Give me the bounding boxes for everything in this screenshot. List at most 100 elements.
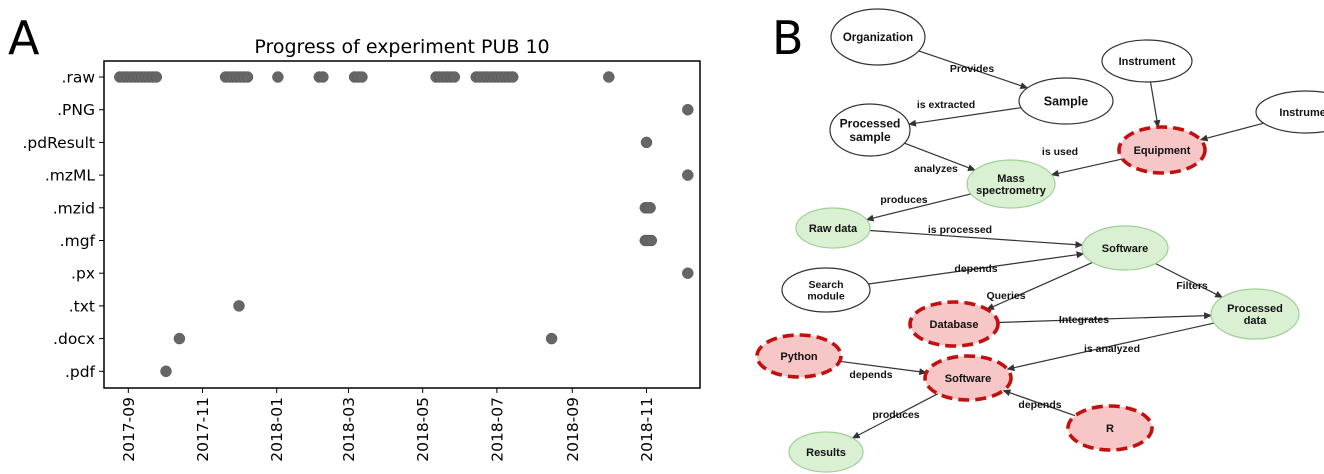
node-shape xyxy=(1210,288,1300,340)
data-point-pdresult xyxy=(640,136,653,149)
y-tick-label: .mgf xyxy=(60,232,96,250)
data-point-raw xyxy=(317,71,329,83)
node-shape xyxy=(781,267,871,313)
edge-database-to-processed-data xyxy=(997,312,1213,324)
node-instrument2: Instrumen xyxy=(1255,90,1324,134)
node-python: Python xyxy=(755,333,843,379)
node-shape xyxy=(1081,225,1169,271)
node-label: module xyxy=(807,291,844,303)
y-tick-label: .pdResult xyxy=(23,134,96,152)
node-software1: Software xyxy=(1081,225,1169,271)
edge-label-depends: depends xyxy=(849,369,892,381)
node-label: Processed xyxy=(840,117,901,131)
node-shape xyxy=(1101,39,1193,83)
node-sample: Sample xyxy=(1018,77,1114,125)
edge-label-depends: depends xyxy=(1018,399,1061,411)
node-label: Search xyxy=(808,279,843,291)
node-shape xyxy=(1255,90,1324,134)
edge-label-queries: Queries xyxy=(986,290,1025,302)
panel-label-a: A xyxy=(8,11,40,65)
data-point-raw xyxy=(448,71,461,83)
y-tick-label: .px xyxy=(71,265,95,283)
edge-organization-to-sample xyxy=(918,50,1029,89)
edge-python-to-software2 xyxy=(839,360,928,376)
y-axis: .raw .PNG .pdResult .mzML .mzid .mgf .px .txt .d… xyxy=(23,69,104,381)
data-point-raw xyxy=(356,71,368,83)
edge-instrument1-to-equipment xyxy=(1149,81,1161,129)
node-label: Software xyxy=(1102,243,1148,255)
x-tick-label: 2017-11 xyxy=(194,397,212,462)
x-tick-label: 2017-09 xyxy=(120,397,138,462)
edge-label-provides: Provides xyxy=(950,63,995,75)
node-organization: Organization xyxy=(830,8,926,66)
edge-processed-data-to-software2 xyxy=(1006,322,1215,372)
node-equipment: Equipment xyxy=(1117,125,1207,175)
node-r: R xyxy=(1066,404,1154,452)
data-point-mzml xyxy=(682,169,694,181)
edge-raw-data-to-software1 xyxy=(869,229,1084,249)
data-point-raw xyxy=(506,71,519,83)
edge-search-module-to-software1 xyxy=(868,251,1085,285)
node-instrument1: Instrument xyxy=(1101,39,1193,83)
edge-instrument2-to-equipment xyxy=(1199,122,1264,142)
edge-r-to-software2 xyxy=(1002,389,1076,417)
edge-sample-to-processed-sample xyxy=(908,107,1022,127)
y-tick-label: .docx xyxy=(53,330,95,348)
edge-processed-sample-to-mass-spec xyxy=(904,142,976,171)
node-shape xyxy=(1066,404,1154,452)
graph-edges xyxy=(839,50,1264,439)
data-point-pdf xyxy=(160,365,172,378)
y-tick-label: .PNG xyxy=(57,101,95,119)
data-point-raw xyxy=(150,71,163,83)
node-label: Raw data xyxy=(809,223,858,235)
node-shape xyxy=(755,333,843,379)
node-shape xyxy=(830,8,926,66)
edge-software1-to-database xyxy=(985,261,1093,310)
node-shape xyxy=(908,300,1000,348)
x-tick-label: 2018-11 xyxy=(638,397,656,462)
data-point-mzid xyxy=(644,202,656,214)
node-shape xyxy=(829,103,911,157)
node-shape xyxy=(795,207,871,249)
x-tick-label: 2018-05 xyxy=(414,397,432,462)
panel-label-b: B xyxy=(772,11,804,65)
x-tick-label: 2018-09 xyxy=(564,397,582,462)
node-shape xyxy=(788,431,864,473)
node-database: Database xyxy=(908,300,1000,348)
data-point-png xyxy=(682,103,694,116)
node-shape xyxy=(1018,77,1114,125)
node-label: sample xyxy=(849,130,891,144)
edge-software2-to-results xyxy=(851,393,939,439)
data-point-mgf xyxy=(645,234,658,247)
node-label: spectrometry xyxy=(976,185,1047,197)
node-label: R xyxy=(1106,423,1114,435)
y-tick-label: .pdf xyxy=(65,363,96,381)
node-label: Instrumen xyxy=(1279,107,1324,119)
node-shape xyxy=(1117,125,1207,175)
plot-area-frame xyxy=(103,60,701,389)
node-results: Results xyxy=(788,431,864,473)
node-label: Processed xyxy=(1227,303,1283,315)
node-shape xyxy=(966,159,1056,209)
edge-equipment-to-mass-spec xyxy=(1050,158,1123,177)
node-label: Database xyxy=(930,319,979,331)
knowledge-graph-diagram: Provides is extracted analyzes is used produ… xyxy=(755,8,1324,473)
node-raw-data: Raw data xyxy=(795,207,871,249)
edge-mass-spec-to-raw-data xyxy=(865,193,972,222)
graph-nodes: Organization Sample Instrument Instrumen Pro… xyxy=(755,8,1324,473)
graph-edge-labels: Provides is extracted analyzes is used produ… xyxy=(849,63,1208,421)
node-label: Organization xyxy=(843,32,913,44)
edge-label-is-processed: is processed xyxy=(928,224,992,236)
node-label: data xyxy=(1244,315,1268,327)
node-label: Software xyxy=(945,373,991,385)
node-label: Mass xyxy=(997,173,1025,185)
edge-label-is-used: is used xyxy=(1042,146,1078,158)
data-point-px xyxy=(682,267,694,279)
node-label: Python xyxy=(780,351,818,363)
edge-label-integrates: Integrates xyxy=(1059,314,1109,326)
node-shape xyxy=(923,354,1013,402)
node-label: Sample xyxy=(1044,94,1089,108)
